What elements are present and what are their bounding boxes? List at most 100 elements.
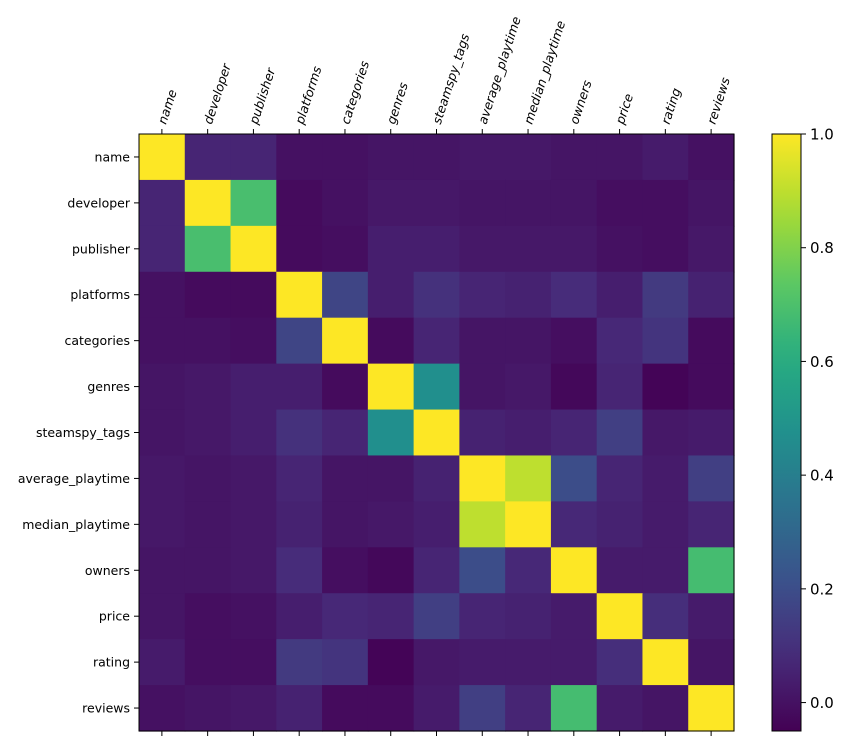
heatmap-cell-median_playtime-genres bbox=[367, 501, 415, 548]
heatmap-cell-median_playtime-name bbox=[139, 501, 186, 548]
heatmap-cell-reviews-name bbox=[139, 685, 186, 732]
y-tick-label-reviews: reviews bbox=[82, 701, 130, 716]
heatmap-cell-genres-categories bbox=[322, 363, 369, 411]
x-tick-label-owners: owners bbox=[566, 78, 594, 126]
heatmap-cell-name-median_playtime bbox=[505, 134, 552, 181]
y-tick-label-rating: rating bbox=[93, 655, 130, 670]
x-tick-label-price: price bbox=[612, 91, 636, 126]
heatmap-cell-platforms-rating bbox=[642, 271, 689, 319]
colorbar-ticks: 0.0 0.2 0.4 0.6 0.8 1.0 bbox=[801, 126, 834, 712]
heatmap-cell-categories-reviews bbox=[688, 317, 735, 365]
heatmap-cell-price-owners bbox=[550, 593, 598, 640]
heatmap-cell-categories-name bbox=[139, 317, 186, 365]
heatmap-cell-average_playtime-publisher bbox=[230, 455, 277, 502]
heatmap-cell-categories-rating bbox=[642, 317, 689, 365]
heatmap-cell-owners-publisher bbox=[230, 547, 277, 594]
heatmap-cell-steamspy_tags-rating bbox=[642, 409, 689, 457]
heatmap-cell-rating-developer bbox=[184, 639, 232, 686]
colorbar-tick-label-0: 0.0 bbox=[810, 694, 834, 712]
y-tick-label-genres: genres bbox=[87, 379, 130, 394]
heatmap-cell-median_playtime-publisher bbox=[230, 501, 277, 548]
heatmap-cell-name-reviews bbox=[688, 134, 735, 181]
heatmap-cell-developer-reviews bbox=[688, 179, 735, 227]
heatmap-cell-platforms-reviews bbox=[688, 271, 735, 319]
heatmap-cell-platforms-steamspy_tags bbox=[413, 271, 460, 319]
heatmap-cell-steamspy_tags-genres bbox=[367, 409, 415, 457]
y-tick-label-steamspy_tags: steamspy_tags bbox=[36, 425, 130, 440]
heatmap-cell-name-publisher bbox=[230, 134, 277, 181]
heatmap-cell-name-categories bbox=[322, 134, 369, 181]
heatmap-cell-owners-steamspy_tags bbox=[413, 547, 460, 594]
heatmap-cell-average_playtime-price bbox=[596, 455, 644, 502]
heatmap-cell-steamspy_tags-owners bbox=[550, 409, 598, 457]
y-tick-label-median_playtime: median_playtime bbox=[22, 517, 130, 532]
heatmap-cell-owners-developer bbox=[184, 547, 232, 594]
heatmap-cell-genres-reviews bbox=[688, 363, 735, 411]
heatmap-cell-name-developer bbox=[184, 134, 232, 181]
heatmap-cell-median_playtime-categories bbox=[322, 501, 369, 548]
heatmap-cell-categories-owners bbox=[550, 317, 598, 365]
heatmap-cell-reviews-reviews bbox=[688, 685, 735, 732]
heatmap-cell-developer-steamspy_tags bbox=[413, 179, 460, 227]
heatmap-cell-reviews-steamspy_tags bbox=[413, 685, 460, 732]
heatmap-cell-publisher-categories bbox=[322, 225, 369, 273]
heatmap-cell-reviews-genres bbox=[367, 685, 415, 732]
heatmap-cell-rating-categories bbox=[322, 639, 369, 686]
heatmap-cell-name-average_playtime bbox=[459, 134, 506, 181]
heatmap-cells bbox=[139, 134, 735, 732]
heatmap-cell-genres-owners bbox=[550, 363, 598, 411]
heatmap-cell-price-genres bbox=[367, 593, 415, 640]
heatmap-cell-price-developer bbox=[184, 593, 232, 640]
heatmap-cell-owners-categories bbox=[322, 547, 369, 594]
heatmap-cell-reviews-developer bbox=[184, 685, 232, 732]
heatmap-cell-owners-reviews bbox=[688, 547, 735, 594]
y-tick-label-owners: owners bbox=[85, 563, 130, 578]
heatmap-cell-price-publisher bbox=[230, 593, 277, 640]
heatmap-cell-name-price bbox=[596, 134, 644, 181]
heatmap-cell-name-genres bbox=[367, 134, 415, 181]
heatmap-cell-platforms-platforms bbox=[276, 271, 323, 319]
heatmap-cell-median_playtime-average_playtime bbox=[459, 501, 506, 548]
heatmap-cell-average_playtime-platforms bbox=[276, 455, 323, 502]
heatmap-cell-median_playtime-developer bbox=[184, 501, 232, 548]
heatmap-cell-reviews-rating bbox=[642, 685, 689, 732]
heatmap-cell-categories-platforms bbox=[276, 317, 323, 365]
heatmap-cell-average_playtime-rating bbox=[642, 455, 689, 502]
heatmap-cell-developer-platforms bbox=[276, 179, 323, 227]
heatmap-cell-genres-average_playtime bbox=[459, 363, 506, 411]
x-tick-label-steamspy_tags: steamspy_tags bbox=[429, 31, 472, 126]
y-tick-label-price: price bbox=[99, 609, 130, 624]
y-tick-label-name: name bbox=[95, 149, 131, 164]
heatmap-cell-median_playtime-reviews bbox=[688, 501, 735, 548]
heatmap-cell-rating-platforms bbox=[276, 639, 323, 686]
heatmap-cell-genres-median_playtime bbox=[505, 363, 552, 411]
heatmap-cell-rating-publisher bbox=[230, 639, 277, 686]
x-tick-label-genres: genres bbox=[383, 80, 411, 126]
heatmap-cell-publisher-publisher bbox=[230, 225, 277, 273]
heatmap-cell-rating-genres bbox=[367, 639, 415, 686]
x-tick-label-rating: rating bbox=[658, 86, 684, 126]
colorbar bbox=[771, 133, 802, 732]
heatmap-cell-name-steamspy_tags bbox=[413, 134, 460, 181]
heatmap-cell-median_playtime-owners bbox=[550, 501, 598, 548]
x-tick-label-platforms: platforms bbox=[291, 64, 324, 127]
heatmap-cell-genres-steamspy_tags bbox=[413, 363, 460, 411]
x-tick-label-categories: categories bbox=[338, 59, 373, 126]
heatmap-cell-steamspy_tags-price bbox=[596, 409, 644, 457]
heatmap-cell-platforms-categories bbox=[322, 271, 369, 319]
heatmap-cell-publisher-average_playtime bbox=[459, 225, 506, 273]
heatmap-cell-platforms-price bbox=[596, 271, 644, 319]
y-tick-label-developer: developer bbox=[67, 195, 130, 210]
heatmap-cell-price-steamspy_tags bbox=[413, 593, 460, 640]
heatmap-cell-rating-median_playtime bbox=[505, 639, 552, 686]
heatmap-cell-steamspy_tags-developer bbox=[184, 409, 232, 457]
heatmap-cell-steamspy_tags-reviews bbox=[688, 409, 735, 457]
heatmap-cell-reviews-platforms bbox=[276, 685, 323, 732]
heatmap-cell-rating-price bbox=[596, 639, 644, 686]
heatmap-cell-genres-publisher bbox=[230, 363, 277, 411]
heatmap-cell-platforms-genres bbox=[367, 271, 415, 319]
y-tick-label-publisher: publisher bbox=[72, 241, 131, 256]
heatmap-cell-reviews-price bbox=[596, 685, 644, 732]
heatmap-cell-name-rating bbox=[642, 134, 689, 181]
heatmap-cell-median_playtime-rating bbox=[642, 501, 689, 548]
